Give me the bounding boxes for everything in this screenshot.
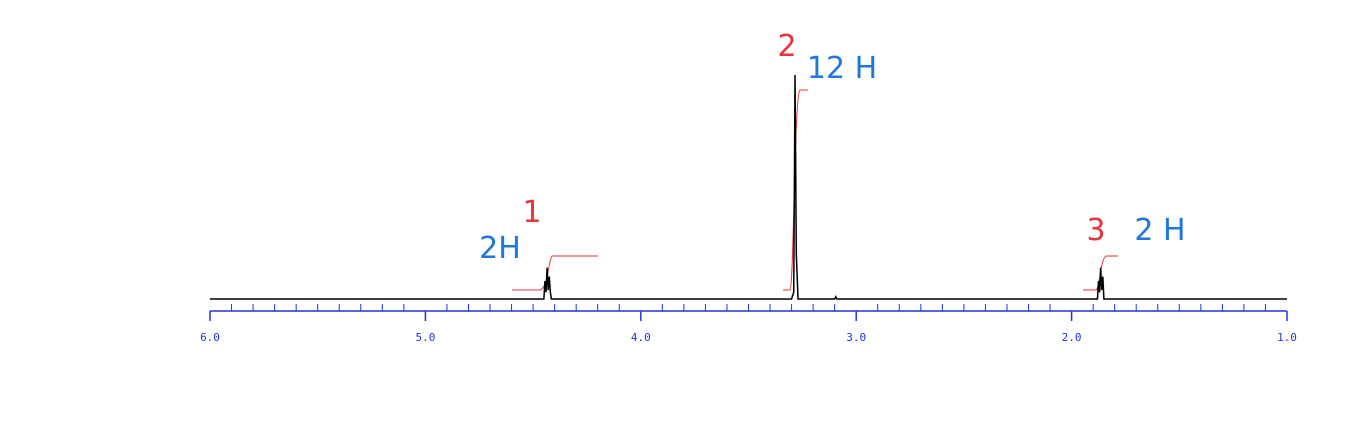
x-tick-label: 3.0 — [846, 331, 866, 344]
x-tick-label: 6.0 — [200, 331, 220, 344]
annotation: 12 H — [807, 51, 877, 86]
annotation: 2 — [777, 29, 796, 64]
annotation: 2H — [479, 231, 521, 266]
x-tick-label: 5.0 — [415, 331, 435, 344]
annotation: 3 — [1086, 213, 1105, 248]
x-tick-label: 1.0 — [1277, 331, 1297, 344]
integral-1 — [512, 255, 598, 291]
annotation: 1 — [522, 195, 541, 230]
annotation: 2 H — [1134, 213, 1185, 248]
x-tick-label: 4.0 — [631, 331, 651, 344]
integration-curves — [512, 89, 1118, 291]
x-tick-label: 2.0 — [1062, 331, 1082, 344]
spectrum-line — [210, 74, 1287, 300]
